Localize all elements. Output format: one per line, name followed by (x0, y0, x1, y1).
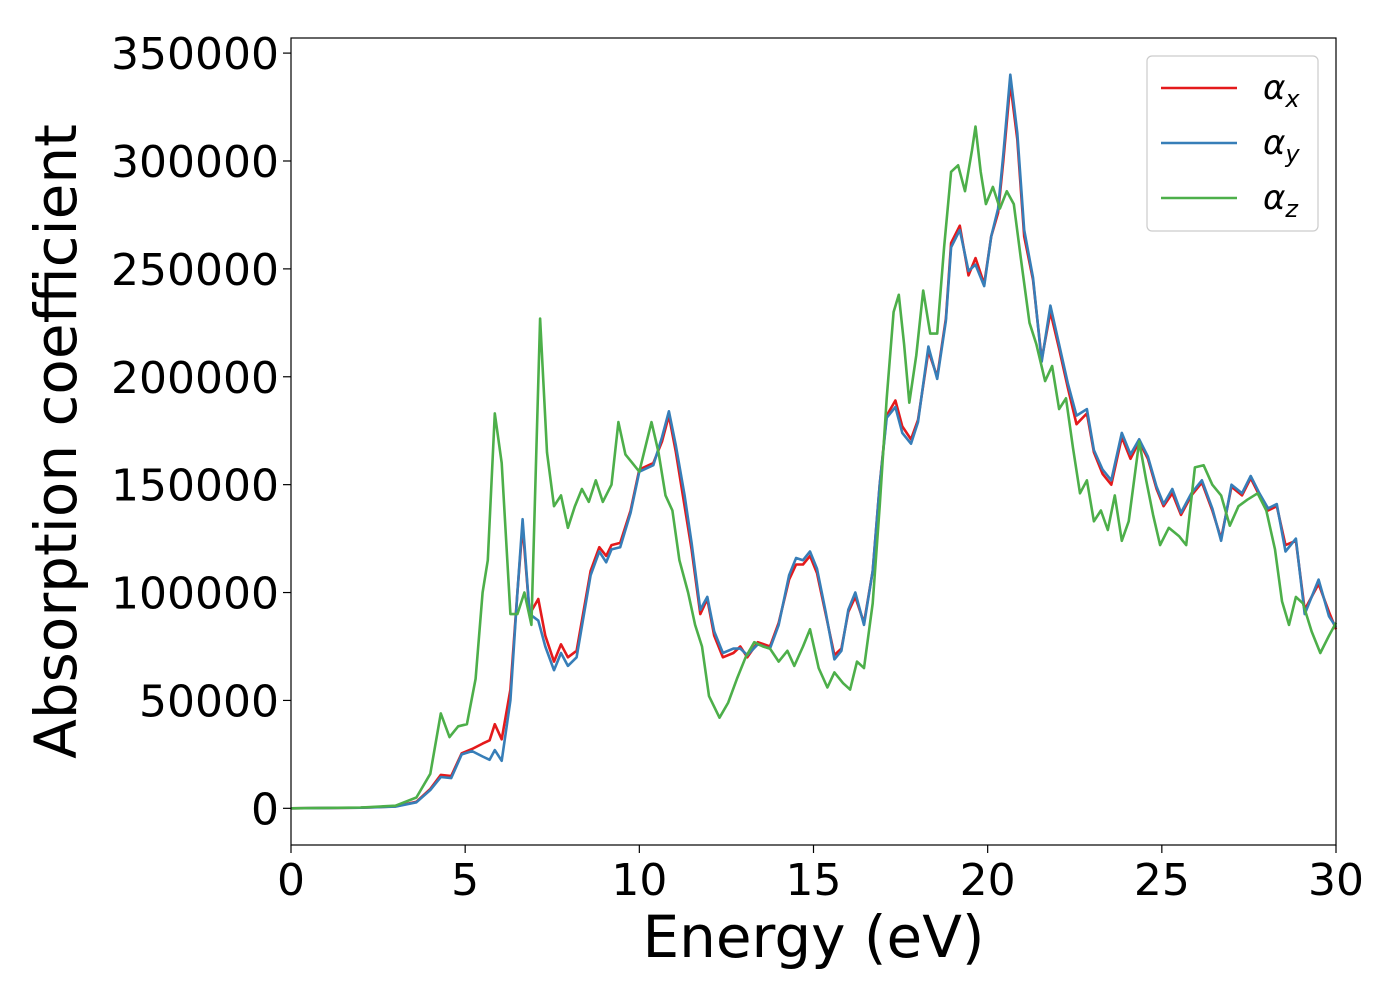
x-tick-label: 10 (611, 855, 667, 906)
x-axis-ticks: 0 5 10 15 20 25 30 (277, 845, 1364, 906)
x-tick-label: 30 (1308, 855, 1364, 906)
legend-label-subscript: y (1284, 140, 1300, 168)
y-tick-label: 350000 (111, 29, 279, 80)
legend-label-subscript: z (1284, 195, 1299, 223)
legend-label-base: α (1263, 68, 1285, 108)
legend-label-x: αx (1263, 68, 1300, 113)
legend-label-y: αy (1263, 123, 1300, 168)
x-tick-label: 5 (451, 855, 479, 906)
y-axis-title: Absorption coefficient (22, 124, 90, 759)
legend-label-base: α (1263, 178, 1285, 218)
y-tick-label: 100000 (111, 569, 279, 620)
y-tick-label: 0 (251, 784, 279, 835)
x-axis-title: Energy (eV) (642, 903, 984, 971)
legend-label-z: αz (1263, 178, 1299, 223)
series-line-z (290, 125, 1338, 810)
y-tick-label: 250000 (111, 245, 279, 296)
x-tick-label: 0 (277, 855, 305, 906)
x-tick-label: 25 (1134, 855, 1190, 906)
y-tick-label: 50000 (139, 676, 279, 727)
series-line-y (290, 73, 1338, 810)
x-tick-label: 20 (960, 855, 1016, 906)
plot-lines (290, 73, 1338, 810)
y-tick-label: 300000 (111, 137, 279, 188)
y-tick-label: 150000 (111, 461, 279, 512)
legend-label-base: α (1263, 123, 1285, 163)
x-tick-label: 15 (786, 855, 842, 906)
legend-label-subscript: x (1284, 85, 1300, 113)
y-axis-ticks: 0 50000 100000 150000 200000 250000 300000 3500… (111, 29, 291, 835)
y-tick-label: 200000 (111, 353, 279, 404)
